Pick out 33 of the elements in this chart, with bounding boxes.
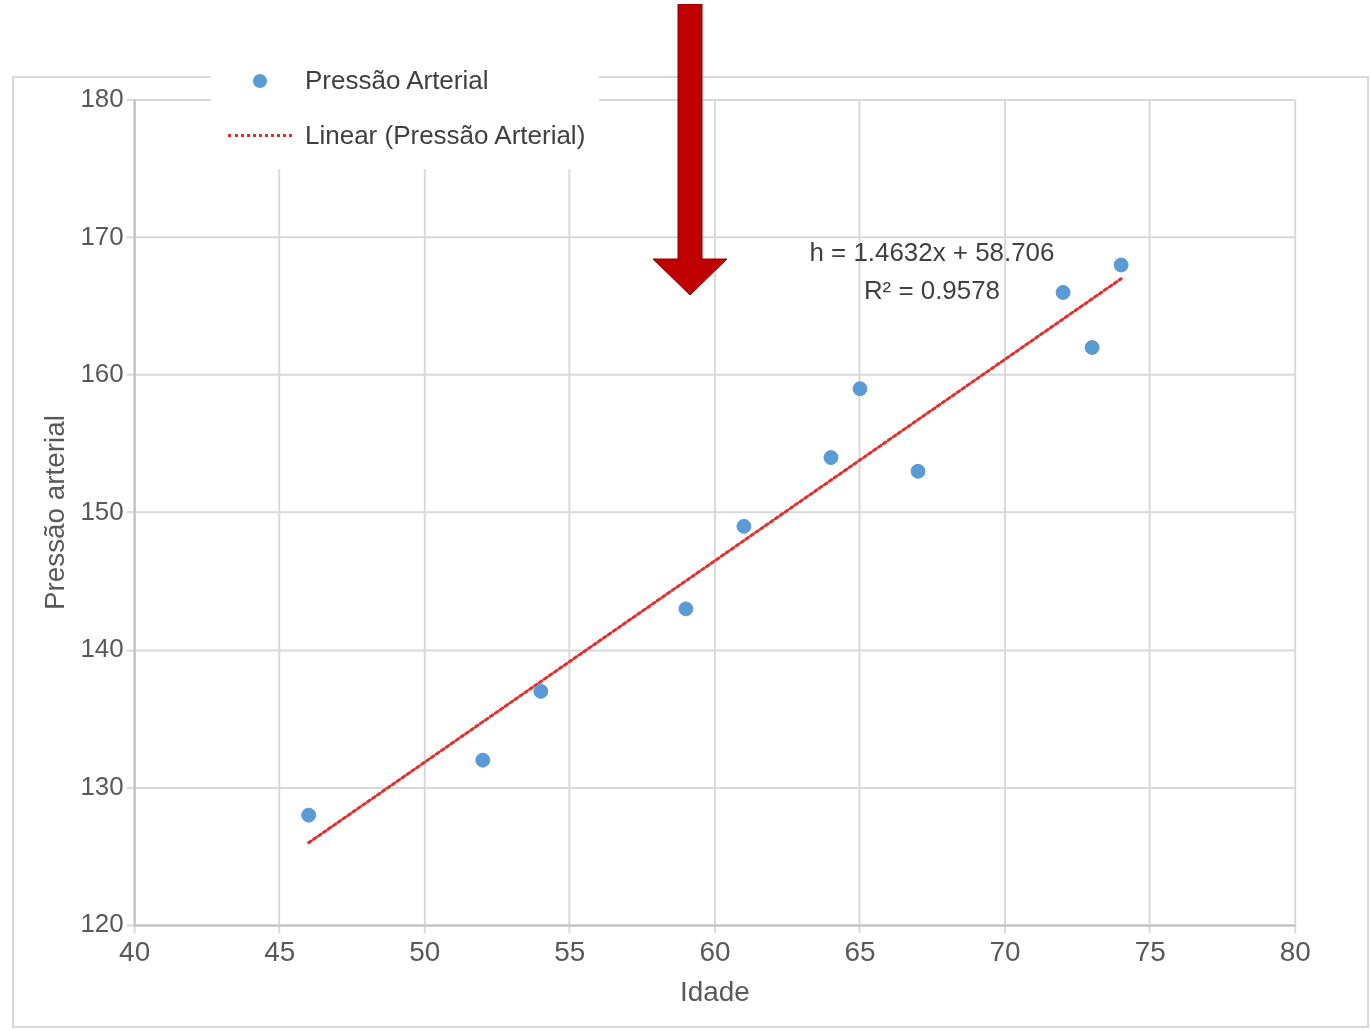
point: [475, 752, 491, 768]
x-tick-label: 65: [844, 935, 876, 967]
legend-label: Pressão Arterial: [304, 65, 489, 96]
x-tick-label: 55: [554, 935, 586, 967]
point: [1055, 285, 1071, 300]
annotation: h = 1.4632x + 58.706: [809, 238, 1055, 267]
x-tick-label: 50: [409, 935, 441, 967]
x-axis-title: Idade: [680, 976, 750, 1008]
point: [678, 601, 694, 617]
y-tick-label: 140: [80, 634, 124, 663]
y-tick-label: 170: [80, 221, 124, 250]
y-axis-title: Pressão arterial: [39, 415, 71, 611]
x-tick-label: 60: [699, 935, 731, 967]
point: [910, 463, 926, 479]
point: [852, 381, 868, 397]
point: [1113, 257, 1129, 273]
legend-label: Linear (Pressão Arterial): [304, 120, 586, 151]
annotation: R² = 0.9578: [863, 276, 1000, 305]
x-tick-label: 80: [1279, 935, 1311, 967]
x-tick-label: 45: [264, 935, 296, 967]
point: [823, 450, 839, 466]
point: [736, 518, 752, 534]
x-tick-label: 70: [989, 935, 1021, 967]
point: [1084, 340, 1100, 355]
y-tick-label: 120: [80, 909, 124, 938]
point: [301, 807, 317, 823]
y-tick-label: 150: [80, 496, 124, 525]
x-tick-label: 75: [1134, 935, 1166, 967]
y-tick-label: 130: [80, 771, 124, 800]
y-tick-label: 160: [80, 359, 124, 388]
x-tick-label: 40: [119, 935, 151, 967]
y-tick-label: 180: [80, 84, 124, 113]
point: [533, 683, 549, 699]
